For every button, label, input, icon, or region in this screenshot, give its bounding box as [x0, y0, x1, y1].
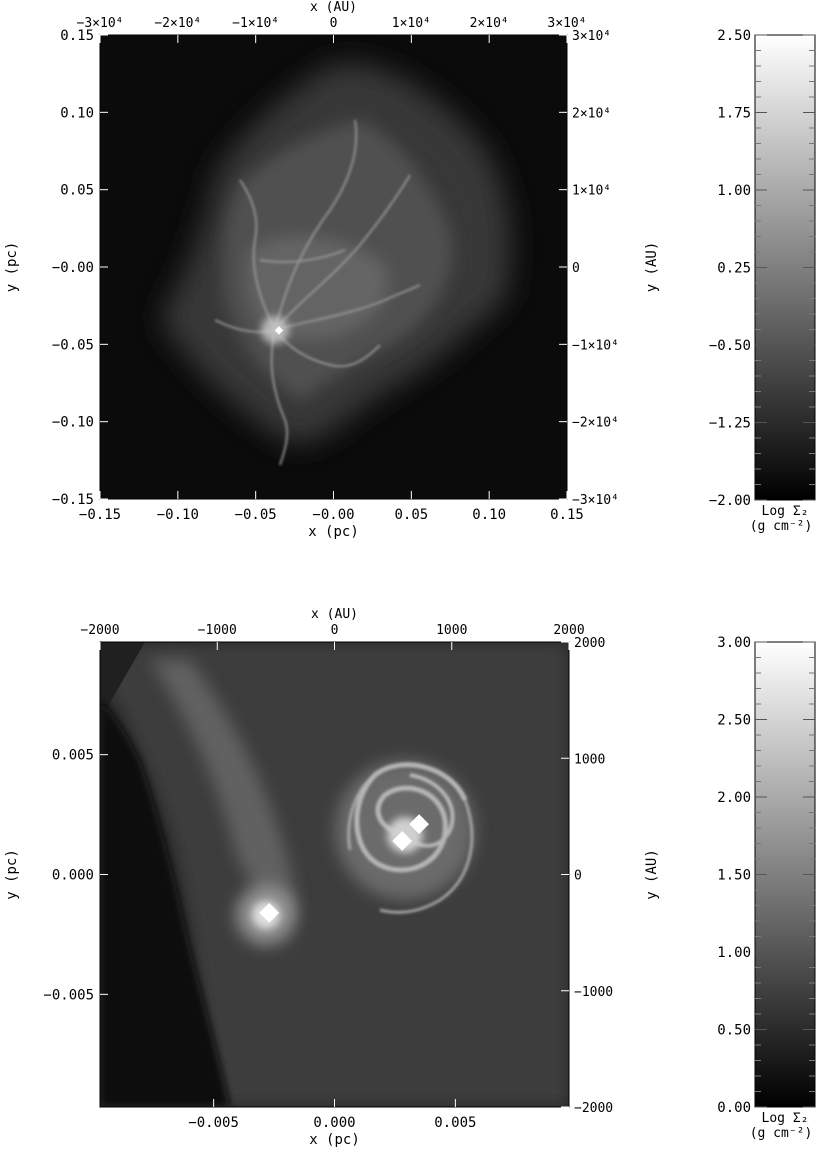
panel-2-xtick-label-pc-0: −0.005 — [188, 1115, 239, 1131]
panel-2-xtick-label-au-4: 2000 — [553, 623, 584, 638]
panel-1-ytick-label-pc-1: 0.10 — [60, 105, 94, 121]
panel-2-xtick-label-pc-1: 0.000 — [313, 1115, 355, 1131]
panel-2-colorbar-label-2: (g cm⁻²) — [750, 1126, 813, 1141]
panel-2-ytick-label-pc-2: −0.005 — [43, 987, 94, 1003]
panel-1-xtick-label-au-0: −3×10⁴ — [77, 16, 124, 31]
panel-1-ytick-label-au-3: 0 — [572, 261, 580, 276]
panel-1-xtick-label-au-5: 2×10⁴ — [470, 16, 509, 31]
panel-1-xtick-label-pc-1: −0.10 — [157, 507, 199, 523]
panel-2-xlabel-bottom: x (pc) — [309, 1132, 360, 1148]
panel-1-ytick-label-au-2: 1×10⁴ — [572, 184, 611, 199]
panel-1-sink-1 — [274, 326, 284, 335]
panel-1-colorbar-tick-label-0: 2.50 — [717, 28, 751, 44]
panel-1-xtick-label-au-1: −2×10⁴ — [154, 16, 201, 31]
top-panel-image — [100, 35, 567, 499]
panel-2-colorbar-tick-label-6: 0.00 — [717, 1100, 751, 1116]
panel-1-xtick-label-pc-2: −0.05 — [235, 507, 277, 523]
panel-2-colorbar-tick-label-4: 1.00 — [717, 945, 751, 961]
panel-2-ytick-label-au-1: 1000 — [574, 752, 605, 767]
panel-1-xlabel-top: x (AU) — [310, 0, 357, 15]
panel-1-xtick-label-pc-0: −0.15 — [79, 507, 121, 523]
panel-2-colorbar-tick-label-3: 1.50 — [717, 868, 751, 884]
panel-1-ytick-label-au-5: −2×10⁴ — [572, 416, 619, 431]
panel-2-ytick-label-pc-0: 0.005 — [52, 748, 94, 764]
panel-2-ytick-label-au-2: 0 — [574, 869, 582, 884]
panel-1-xtick-label-pc-4: 0.05 — [394, 507, 428, 523]
panel-1-colorbar-label-2: (g cm⁻²) — [750, 519, 813, 534]
panel-1-colorbar-tick-label-1: 1.75 — [717, 106, 751, 122]
panel-1-ytick-label-pc-6: −0.15 — [52, 492, 94, 508]
panel-2-ytick-label-pc-1: 0.000 — [52, 868, 94, 884]
panel-2-sink-3 — [409, 814, 430, 835]
panel-2-ytick-label-au-4: −2000 — [574, 1101, 613, 1116]
panel-1-ytick-label-pc-5: −0.10 — [52, 415, 94, 431]
panel-1-colorbar-tick-label-2: 1.00 — [717, 183, 751, 199]
panel-1-colorbar-tick-label-6: −2.00 — [709, 493, 751, 509]
panel-2-sink-1 — [259, 902, 280, 923]
panel-1-ytick-label-au-6: −3×10⁴ — [572, 493, 619, 508]
panel-1-ylabel-right: y (AU) — [644, 242, 660, 293]
panel-2-ylabel-right: y (AU) — [644, 849, 660, 900]
panel-1-ytick-label-au-0: 3×10⁴ — [572, 29, 611, 44]
panel-1-colorbar-label-1: Log Σ₂ — [762, 504, 809, 519]
panel-2-xtick-label-au-2: 0 — [331, 623, 339, 638]
panel-1-ytick-label-au-4: −1×10⁴ — [572, 338, 619, 353]
panel-2-xtick-label-au-3: 1000 — [436, 623, 467, 638]
panel-1-xtick-label-pc-3: −0.00 — [312, 507, 354, 523]
panel-1-ytick-label-pc-2: 0.05 — [60, 183, 94, 199]
panel-1-ytick-label-pc-4: −0.05 — [52, 337, 94, 353]
panel-2-ytick-label-au-0: 2000 — [574, 636, 605, 651]
panel-2-colorbar-label-1: Log Σ₂ — [762, 1111, 809, 1126]
panel-2-xlabel-top: x (AU) — [311, 607, 358, 622]
panel-1-xlabel-bottom: x (pc) — [308, 524, 359, 540]
panel-1-ylabel-left: y (pc) — [4, 242, 20, 293]
panel-1-xtick-label-au-6: 3×10⁴ — [547, 16, 586, 31]
panel-1-xtick-label-au-4: 1×10⁴ — [392, 16, 431, 31]
panel-1-ytick-label-pc-0: 0.15 — [60, 28, 94, 44]
panel-1-colorbar-tick-label-5: −1.25 — [709, 416, 751, 432]
panel-2-colorbar-tick-label-2: 2.00 — [717, 790, 751, 806]
panel-2-xtick-label-au-0: −2000 — [80, 623, 119, 638]
panel-1-xtick-label-au-3: 0 — [330, 16, 338, 31]
panel-1-xtick-label-au-2: −1×10⁴ — [232, 16, 279, 31]
panel-1-xtick-label-pc-5: 0.10 — [472, 507, 506, 523]
panel-1-colorbar-tick-label-4: −0.50 — [709, 338, 751, 354]
panel-2-sink-2 — [392, 831, 413, 851]
panel-1-ytick-label-au-1: 2×10⁴ — [572, 106, 611, 121]
panel-2-xtick-label-au-1: −1000 — [198, 623, 237, 638]
panel-1-ytick-label-pc-3: −0.00 — [52, 260, 94, 276]
panel-1-xtick-label-pc-6: 0.15 — [550, 507, 584, 523]
panel-2-colorbar-tick-label-5: 0.50 — [717, 1023, 751, 1039]
panel-2-ytick-label-au-3: −1000 — [574, 985, 613, 1000]
panel-2-colorbar-tick-label-0: 3.00 — [717, 635, 751, 651]
bottom-panel-image — [100, 642, 569, 1107]
panel-1-colorbar-tick-label-3: 0.25 — [717, 261, 751, 277]
panel-2-xtick-label-pc-2: 0.005 — [434, 1115, 476, 1131]
panel-2-ylabel-left: y (pc) — [4, 849, 20, 900]
panel-2-colorbar-tick-label-1: 2.50 — [717, 713, 751, 729]
